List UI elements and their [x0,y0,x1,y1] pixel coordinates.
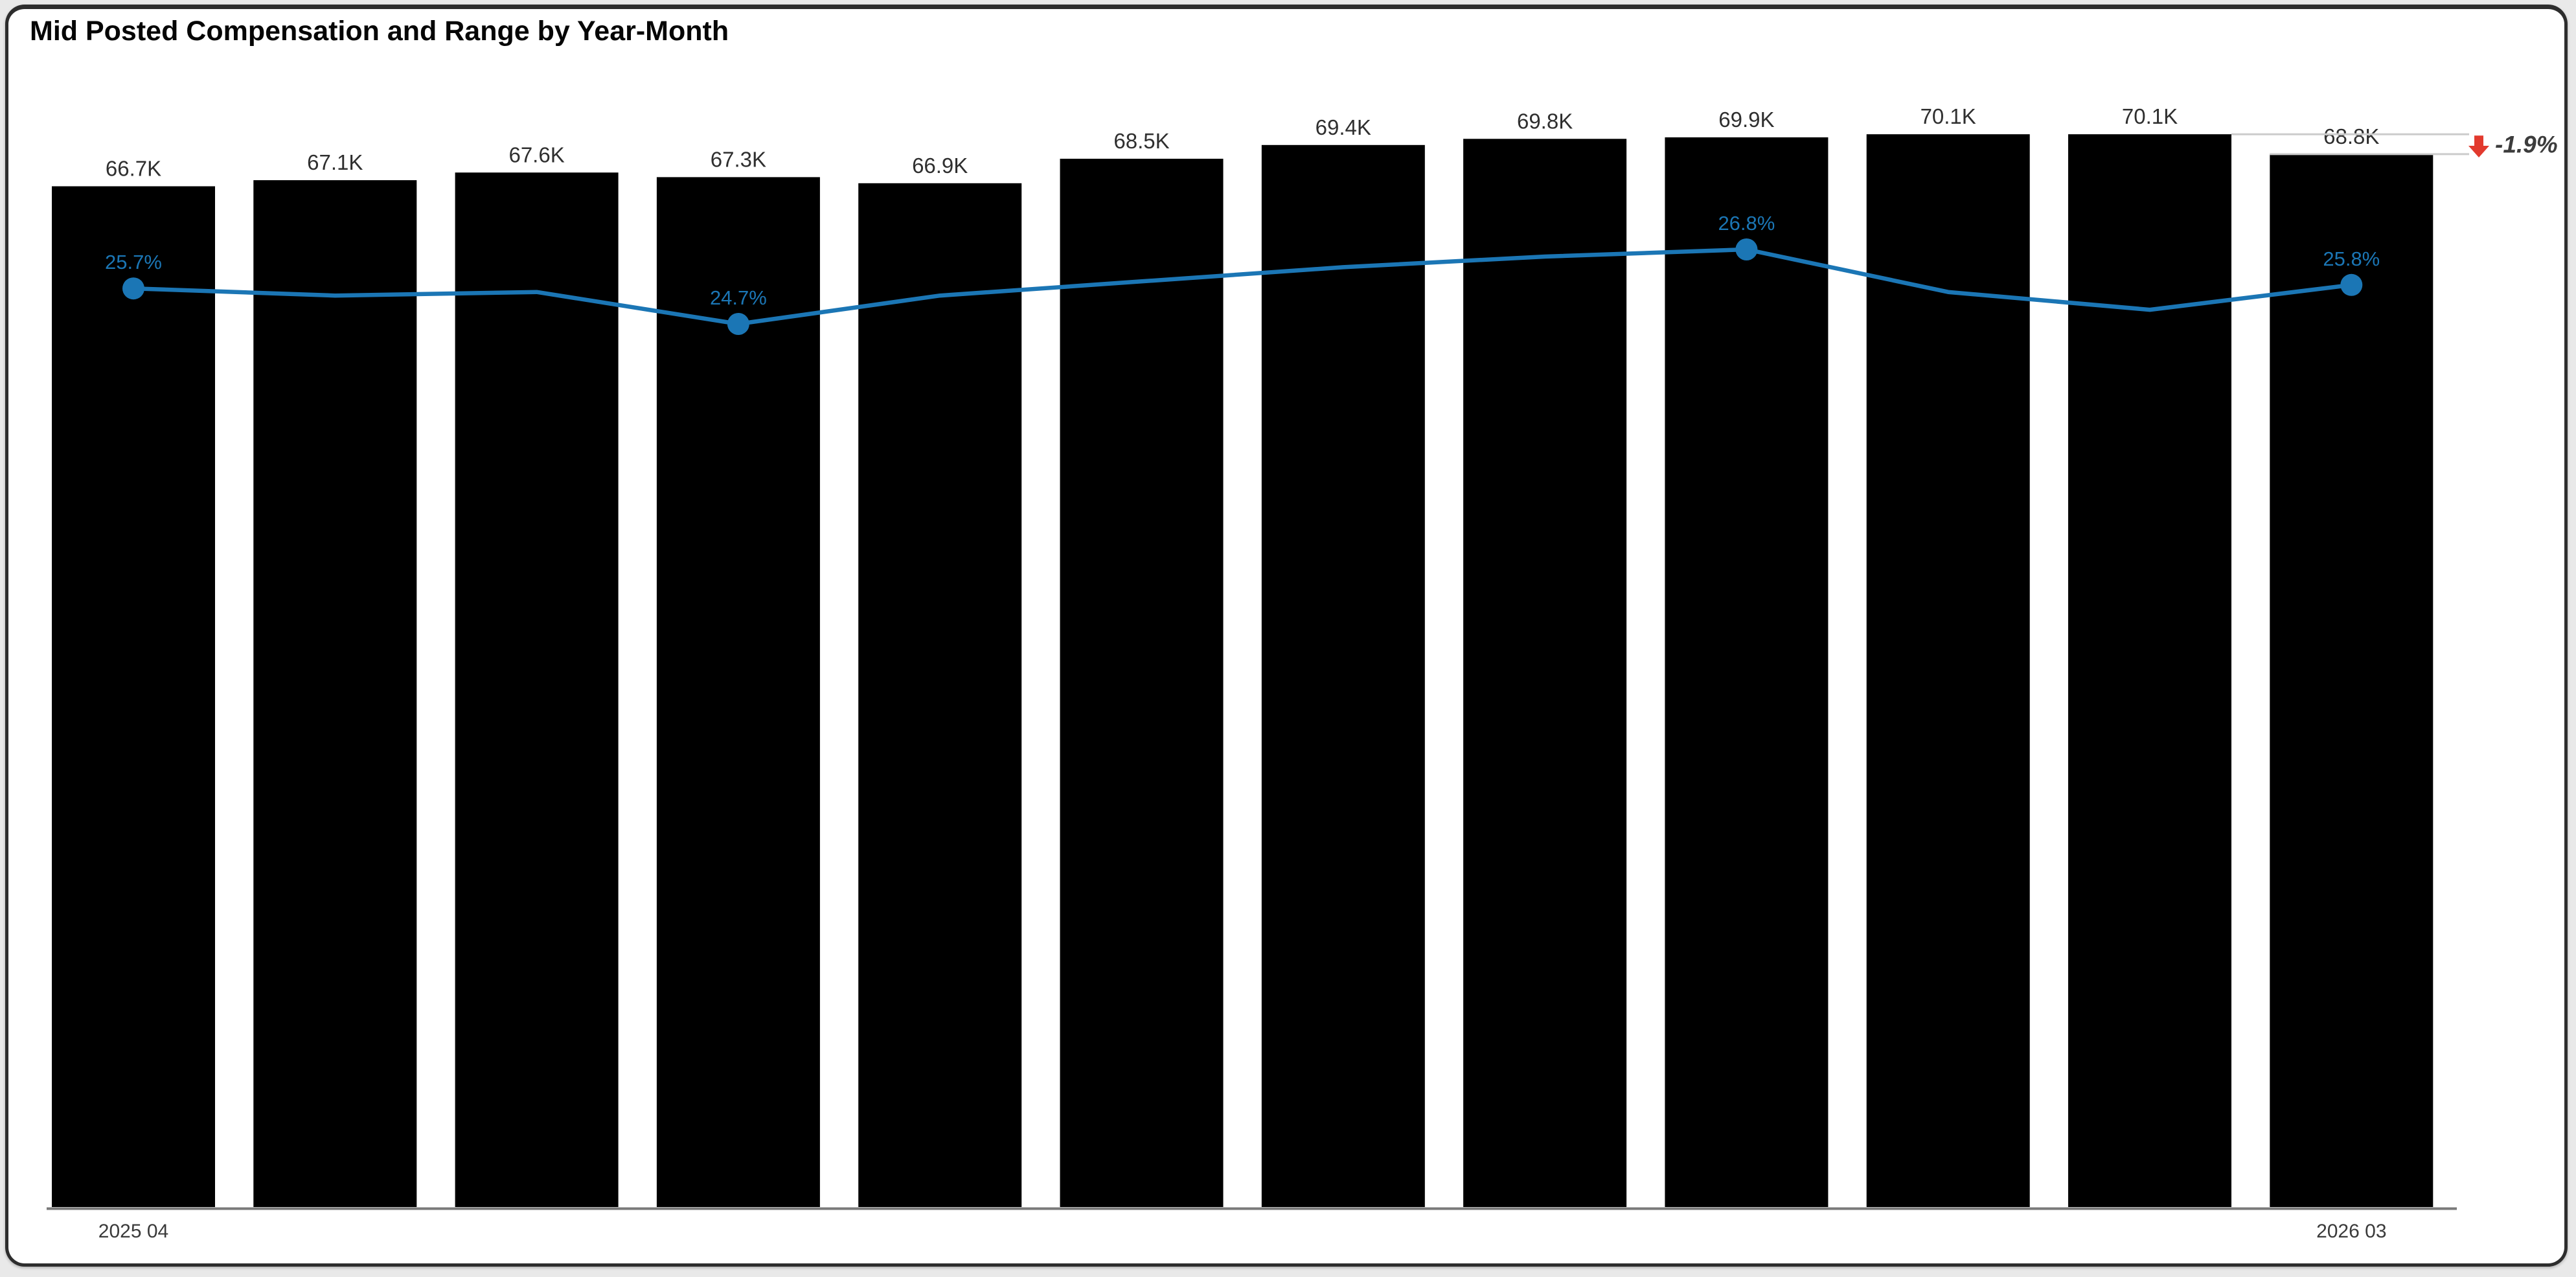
bar-2025-05[interactable] [253,180,417,1208]
line-value-label: 26.8% [1718,212,1775,235]
bar-value-label: 70.1K [2122,104,2178,128]
bar-2025-08[interactable] [858,183,1022,1207]
chart-title: Mid Posted Compensation and Range by Yea… [30,16,729,47]
range-percent-line[interactable] [131,247,2354,327]
bar-2026-02[interactable] [2068,134,2231,1208]
bar-value-label: 66.7K [106,157,161,181]
bar-value-label: 67.6K [508,143,564,167]
bar-value-label: 70.1K [1921,104,1976,128]
bar-2026-01[interactable] [1866,134,2030,1208]
bar-value-label: 68.8K [2323,124,2379,148]
line-marker[interactable] [1735,238,1758,260]
bar-value-label: 69.9K [1718,108,1774,132]
bar-value-label: 67.3K [711,147,766,171]
line-marker[interactable] [727,313,749,335]
bar-value-label: 69.4K [1316,115,1371,139]
variance-down-arrow-icon [2468,135,2489,157]
bar-2025-09[interactable] [1060,159,1224,1207]
bar-2026-03[interactable] [2270,154,2434,1207]
bar-value-label: 66.9K [912,154,968,178]
bar-2025-12[interactable] [1665,137,1829,1207]
line-marker[interactable] [122,277,144,300]
x-axis-label-last: 2026 03 [2316,1221,2386,1242]
line-marker[interactable] [2340,273,2363,296]
bar-2025-06[interactable] [455,172,619,1207]
line-value-label: 25.8% [2323,247,2380,270]
line-value-label: 24.7% [710,286,767,309]
line-value-label: 25.7% [105,251,162,273]
bar-value-label: 68.5K [1113,129,1169,153]
bar-2025-04[interactable] [52,186,215,1208]
bar-2025-10[interactable] [1261,144,1425,1207]
bar-2025-07[interactable] [656,177,820,1207]
bar-value-label: 67.1K [307,150,363,174]
variance-delta-label: -1.9% [2495,132,2558,158]
x-axis-label-first: 2025 04 [98,1221,168,1242]
bar-2025-11[interactable] [1463,139,1627,1207]
bar-value-label: 69.8K [1517,109,1573,133]
